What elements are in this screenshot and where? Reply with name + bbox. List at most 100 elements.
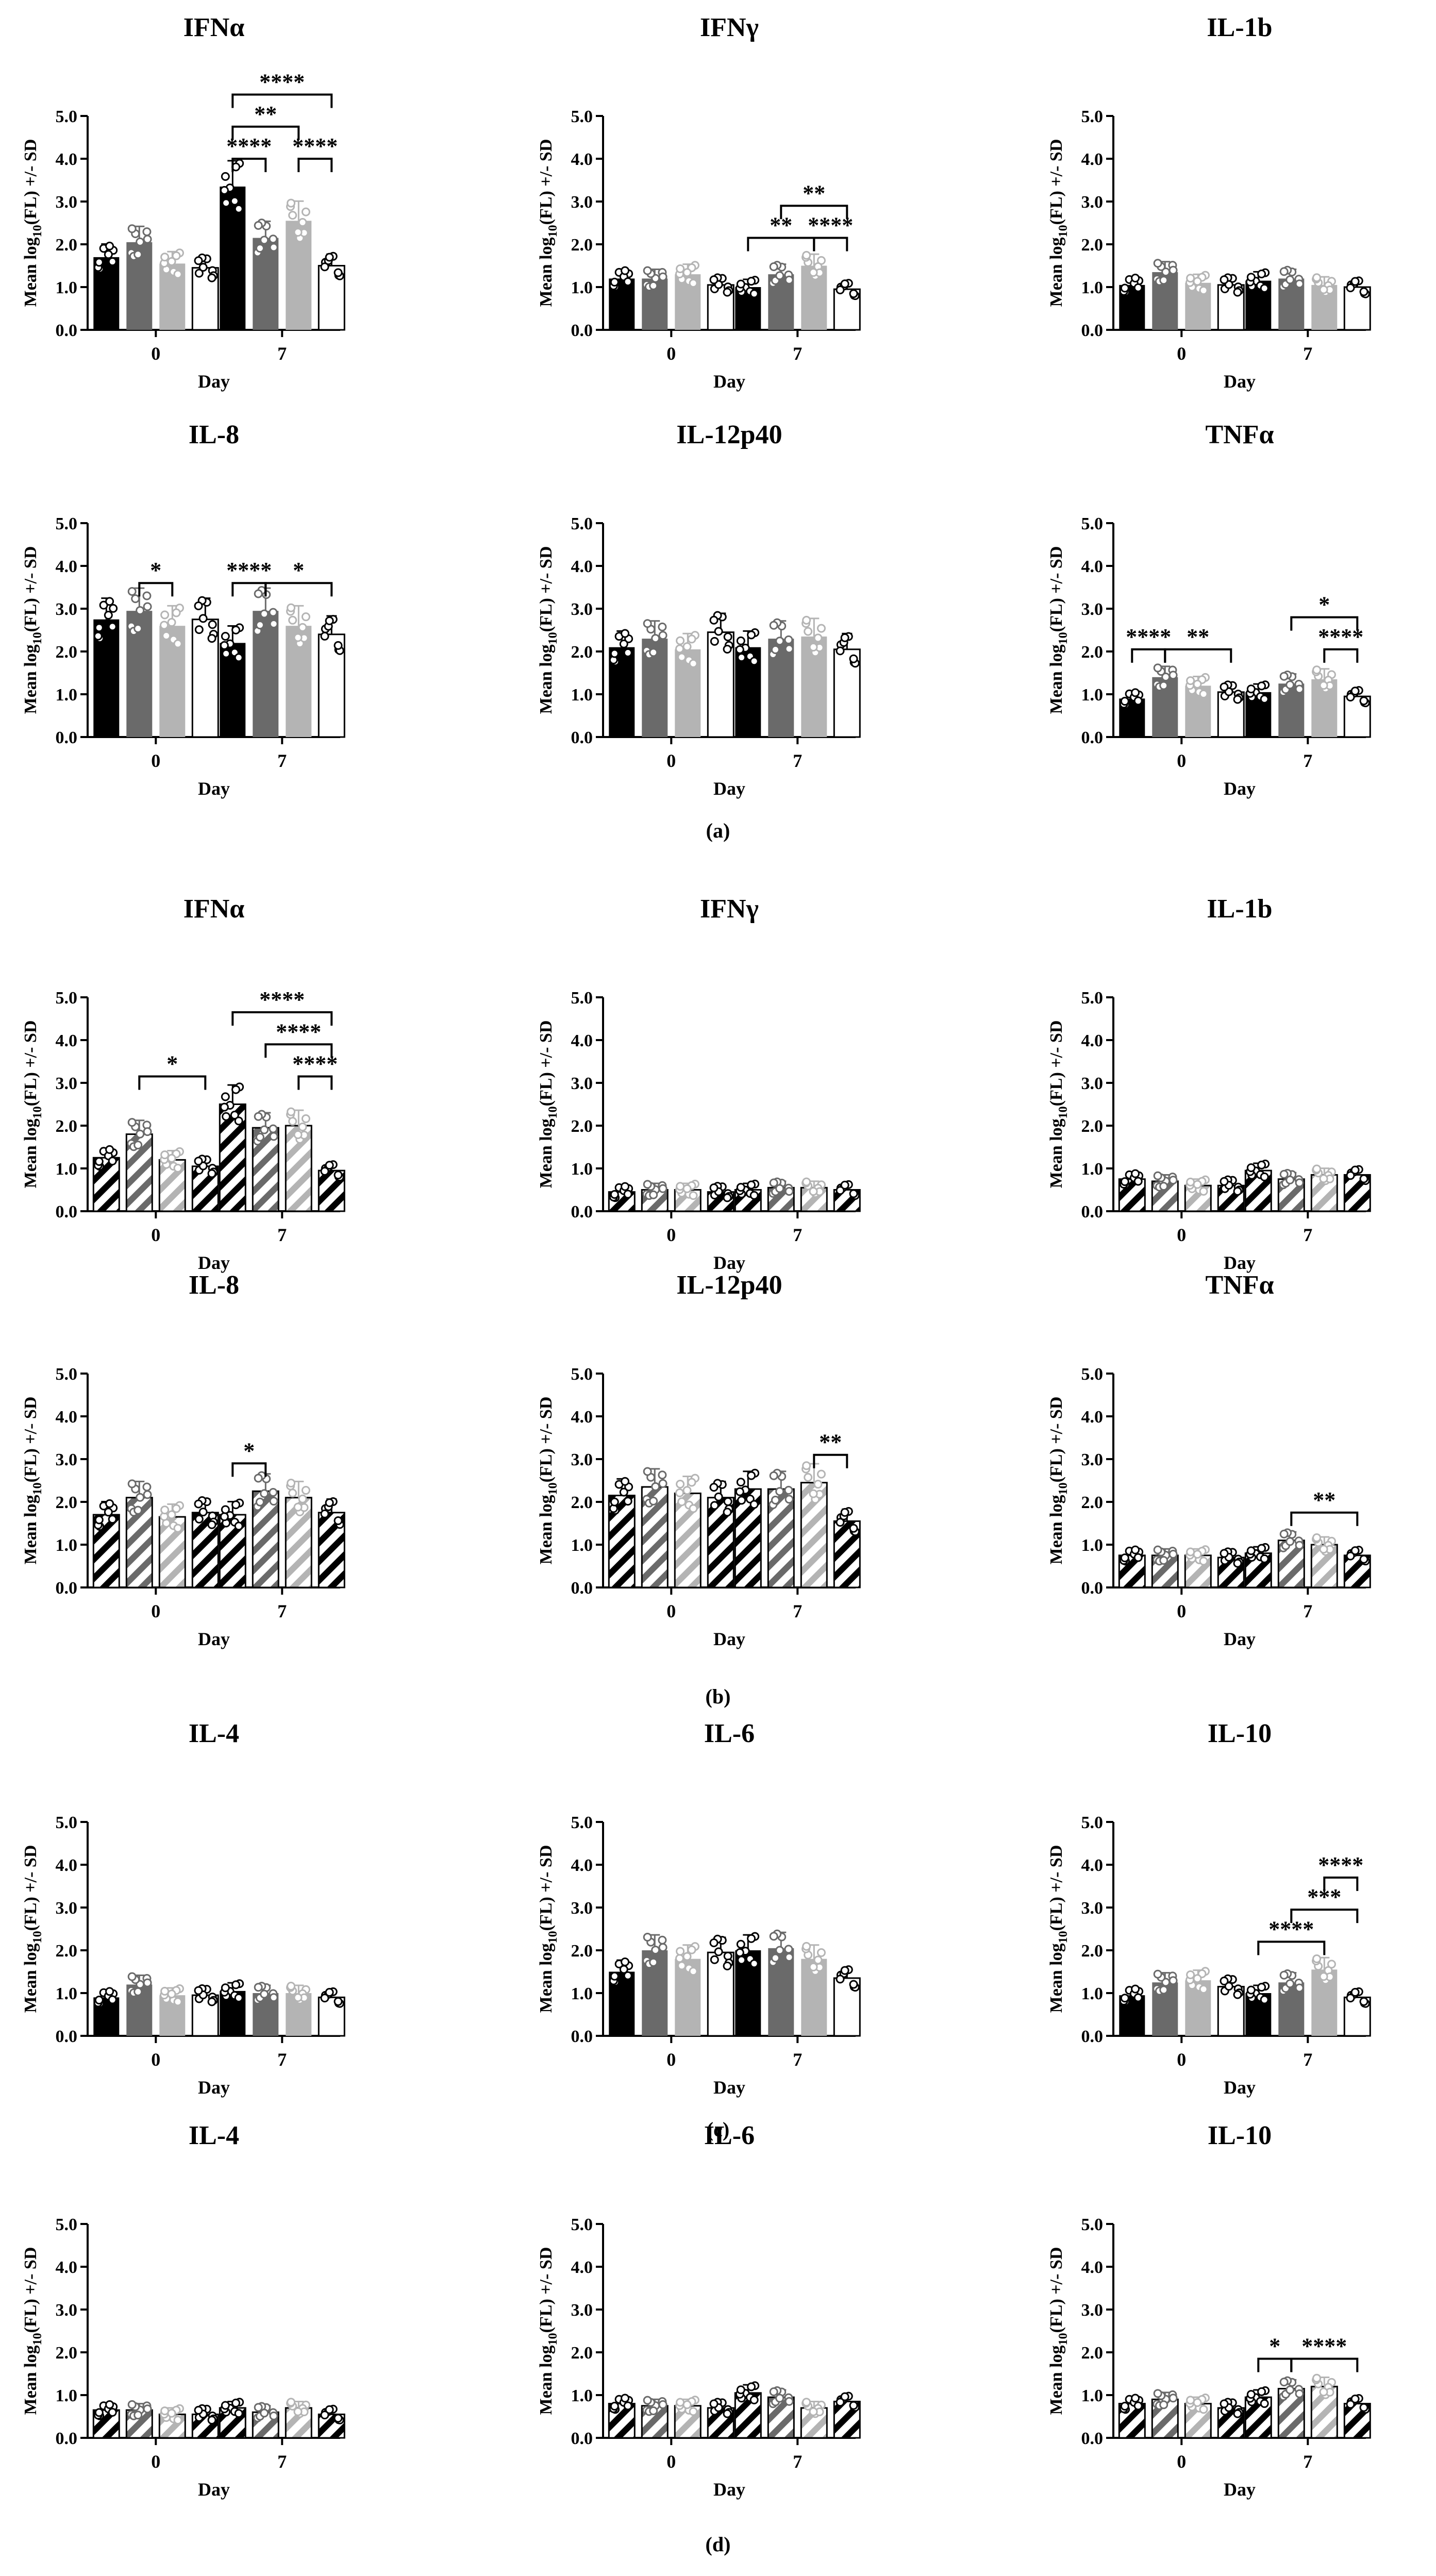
data-point [173,1163,182,1173]
data-point [649,1190,658,1199]
y-tick-label: 3.0 [571,600,593,619]
data-point [836,1975,845,1984]
data-point [709,2399,719,2408]
data-point [1279,267,1289,276]
y-axis-label: Mean log10(FL) +/- SD [537,139,560,307]
data-point [737,1496,746,1505]
data-point [1295,1983,1304,1993]
x-axis-label: Day [713,1252,745,1273]
chart-a-IFNγ: IFNγ 0.0 1.0 2.0 3.0 4.0 5.0 Mean log10(FL) +/-… [537,13,861,392]
chart-title: IL-8 [189,1270,239,1300]
y-tick-label: 0.0 [1081,2027,1104,2046]
chart-d-IL-6: IL-6 0.0 1.0 2.0 3.0 4.0 5.0 Mean log10(FL) +/-… [537,2121,861,2500]
y-tick-label: 5.0 [571,514,593,533]
data-point [222,649,231,658]
data-point [813,633,823,643]
chart-title: IL-8 [189,420,239,449]
data-point [682,642,692,651]
y-tick-label: 1.0 [571,2386,593,2405]
y-tick-label: 1.0 [571,1984,593,2003]
x-tick-label: 0 [1177,1601,1186,1621]
data-point [723,1951,732,1961]
data-point [1285,2385,1295,2395]
data-point [1153,1969,1162,1979]
data-point [287,1107,296,1116]
data-point [298,1494,307,1503]
data-point [301,612,310,622]
data-point [1168,265,1178,275]
y-tick-label: 1.0 [1081,2386,1104,2405]
data-point [736,636,745,645]
data-point [1186,1970,1195,1980]
y-tick-label: 1.0 [571,278,593,297]
y-axis-label: Mean log10(FL) +/- SD [21,546,44,714]
data-point [747,277,756,286]
data-point [194,1499,203,1509]
data-point [747,630,756,640]
data-point [816,624,826,633]
data-point [621,1182,630,1191]
data-point [723,1193,732,1202]
data-point [689,2407,698,2416]
chart-b-IL-12p40: IL-12p40 0.0 1.0 2.0 3.0 4.0 5.0 Mean log10(FL)… [537,1270,861,1649]
data-point [1359,1997,1368,2006]
data-point [623,277,632,287]
data-point [1260,1995,1269,2004]
significance-bracket [231,158,267,172]
data-point [94,2408,104,2417]
data-point [221,1092,230,1101]
data-point [298,1122,307,1131]
data-point [676,1182,685,1191]
data-point [320,631,329,641]
y-tick-label: 5.0 [1081,1813,1104,1832]
y-tick-label: 1.0 [56,1160,78,1179]
y-tick-label: 1.0 [1081,1536,1104,1555]
data-point [714,1947,723,1956]
data-point [1279,1169,1289,1179]
data-point [747,1934,756,1943]
data-point [269,608,278,617]
data-point [649,281,658,290]
y-tick-label: 2.0 [1081,1942,1104,1961]
data-point [173,639,182,648]
data-point [816,1469,826,1479]
data-point [809,2407,818,2416]
data-point [231,1980,241,1989]
data-point [1312,665,1322,675]
data-point [234,2409,243,2418]
data-point [160,2406,170,2416]
data-point [108,1515,117,1524]
data-point [769,621,778,630]
y-tick-label: 4.0 [56,1856,78,1875]
y-axis-label: Mean log10(FL) +/- SD [537,1845,560,2013]
data-point [1120,283,1129,293]
data-point [173,270,182,279]
data-point [784,1495,794,1504]
data-point [333,1516,343,1525]
data-point [105,1987,114,1996]
x-axis-label: Day [713,1629,745,1649]
y-tick-label: 4.0 [1081,2258,1104,2277]
y-tick-label: 3.0 [1081,1074,1104,1093]
data-point [269,235,278,244]
data-point [710,1955,719,1964]
significance-label: **** [808,213,853,238]
data-point [1319,1972,1328,1981]
data-point [775,637,784,646]
data-point [621,1477,630,1486]
data-point [1193,679,1202,689]
data-point [198,1508,208,1517]
significance-label: * [150,558,161,583]
data-point [160,253,170,262]
data-point [208,620,217,629]
data-point [723,632,732,642]
y-axis-label: Mean log10(FL) +/- SD [537,1021,560,1189]
y-tick-label: 5.0 [1081,514,1104,533]
y-axis-label: Mean log10(FL) +/- SD [1047,2247,1070,2415]
y-tick-label: 3.0 [56,193,78,212]
data-point [194,1986,203,1995]
significance-label: **** [1126,624,1171,649]
data-point [254,1474,263,1483]
y-tick-label: 1.0 [571,1536,593,1555]
x-tick-label: 0 [151,1225,160,1245]
